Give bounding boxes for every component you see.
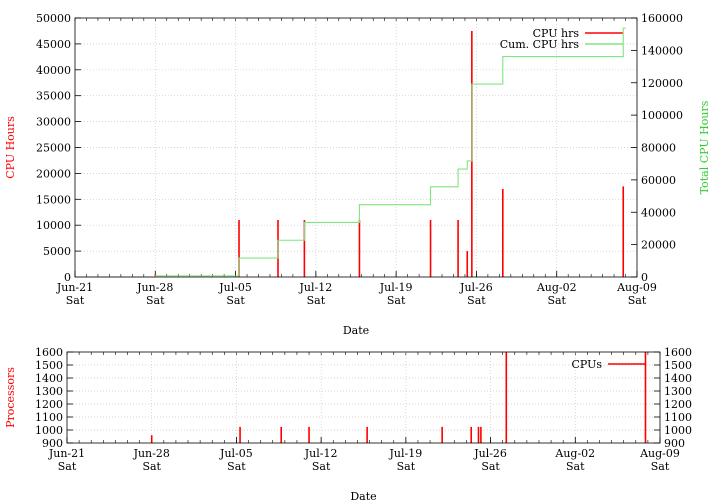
y-tick-label: 35000 [36,90,71,103]
y2-tick-label: 100000 [641,109,683,122]
x-tick-date: Aug-02 [536,281,577,294]
x-tick-weekday: Sat [227,460,246,473]
x-tick-weekday: Sat [651,460,670,473]
y-right-tick-label: 1400 [664,372,692,385]
x-tick-date: Jul-05 [219,447,253,460]
x-tick-date: Aug-09 [639,447,680,460]
y-right-tick-label: 1300 [664,385,692,398]
y2-tick-label: 0 [641,271,648,284]
x-tick-date: Aug-09 [616,281,657,294]
x-tick-weekday: Sat [387,294,406,307]
x-tick-date: Jun-28 [133,447,170,460]
y2-tick-label: 120000 [641,77,683,90]
legend-label: Cum. CPU hrs [500,38,580,51]
x-tick-weekday: Sat [142,460,161,473]
y-tick-label: 1400 [35,372,63,385]
x-tick-date: Aug-02 [554,447,595,460]
x-tick-weekday: Sat [307,294,326,307]
x-tick-weekday: Sat [397,460,416,473]
y-right-tick-label: 900 [664,437,685,450]
cumulative-step-line [75,27,626,278]
x-tick-date: Jun-21 [48,447,85,460]
y2-tick-label: 140000 [641,44,683,57]
legend-label: CPU hrs [533,27,580,40]
legend-label: CPUs [571,358,602,371]
x-tick-date: Jun-28 [136,281,173,294]
y-tick-label: 1100 [35,411,63,424]
y-tick-label: 40000 [36,64,71,77]
x-tick-date: Jul-12 [298,281,332,294]
x-axis-label: Date [343,324,369,337]
y-tick-label: 1500 [35,359,63,372]
y-right-tick-label: 1600 [664,346,692,359]
x-tick-weekday: Sat [566,460,585,473]
y-axis-label: Processors [4,367,17,428]
x-tick-date: Jul-19 [388,447,422,460]
y-axis-label: CPU Hours [4,116,17,179]
y-right-tick-label: 1500 [664,359,692,372]
x-tick-date: Jul-12 [304,447,338,460]
y-tick-label: 1600 [35,346,63,359]
y-tick-label: 1200 [35,398,63,411]
y-right-tick-label: 1100 [664,411,692,424]
y2-tick-label: 60000 [641,174,676,187]
y-tick-label: 45000 [36,38,71,51]
y-right-tick-label: 1200 [664,398,692,411]
y-tick-label: 0 [64,271,71,284]
x-tick-weekday: Sat [58,460,77,473]
y-tick-label: 10000 [36,219,71,232]
y-right-tick-label: 1000 [664,424,692,437]
y-tick-label: 5000 [43,245,71,258]
y-tick-label: 900 [42,437,63,450]
y-tick-label: 25000 [36,142,71,155]
x-tick-weekday: Sat [467,294,486,307]
x-tick-weekday: Sat [66,294,85,307]
x-axis-label: Date [350,490,376,503]
y-tick-label: 50000 [36,12,71,25]
x-tick-date: Jun-21 [56,281,93,294]
plot-frame [66,351,661,444]
y-tick-label: 20000 [36,167,71,180]
plot-frame [74,17,638,278]
y2-tick-label: 40000 [641,206,676,219]
y2-axis-label: Total CPU Hours [698,100,711,194]
x-tick-weekday: Sat [481,460,500,473]
x-tick-weekday: Sat [226,294,245,307]
x-tick-weekday: Sat [547,294,566,307]
y2-tick-label: 80000 [641,142,676,155]
x-tick-date: Jul-05 [218,281,252,294]
y-tick-label: 1000 [35,424,63,437]
y-tick-label: 15000 [36,193,71,206]
x-tick-date: Jul-26 [473,447,507,460]
x-tick-weekday: Sat [628,294,647,307]
x-tick-weekday: Sat [312,460,331,473]
y-tick-label: 1300 [35,385,63,398]
y2-tick-label: 160000 [641,12,683,25]
y-tick-label: 30000 [36,116,71,129]
x-tick-weekday: Sat [146,294,165,307]
x-tick-date: Jul-19 [379,281,413,294]
y2-tick-label: 20000 [641,239,676,252]
x-tick-date: Jul-26 [459,281,493,294]
